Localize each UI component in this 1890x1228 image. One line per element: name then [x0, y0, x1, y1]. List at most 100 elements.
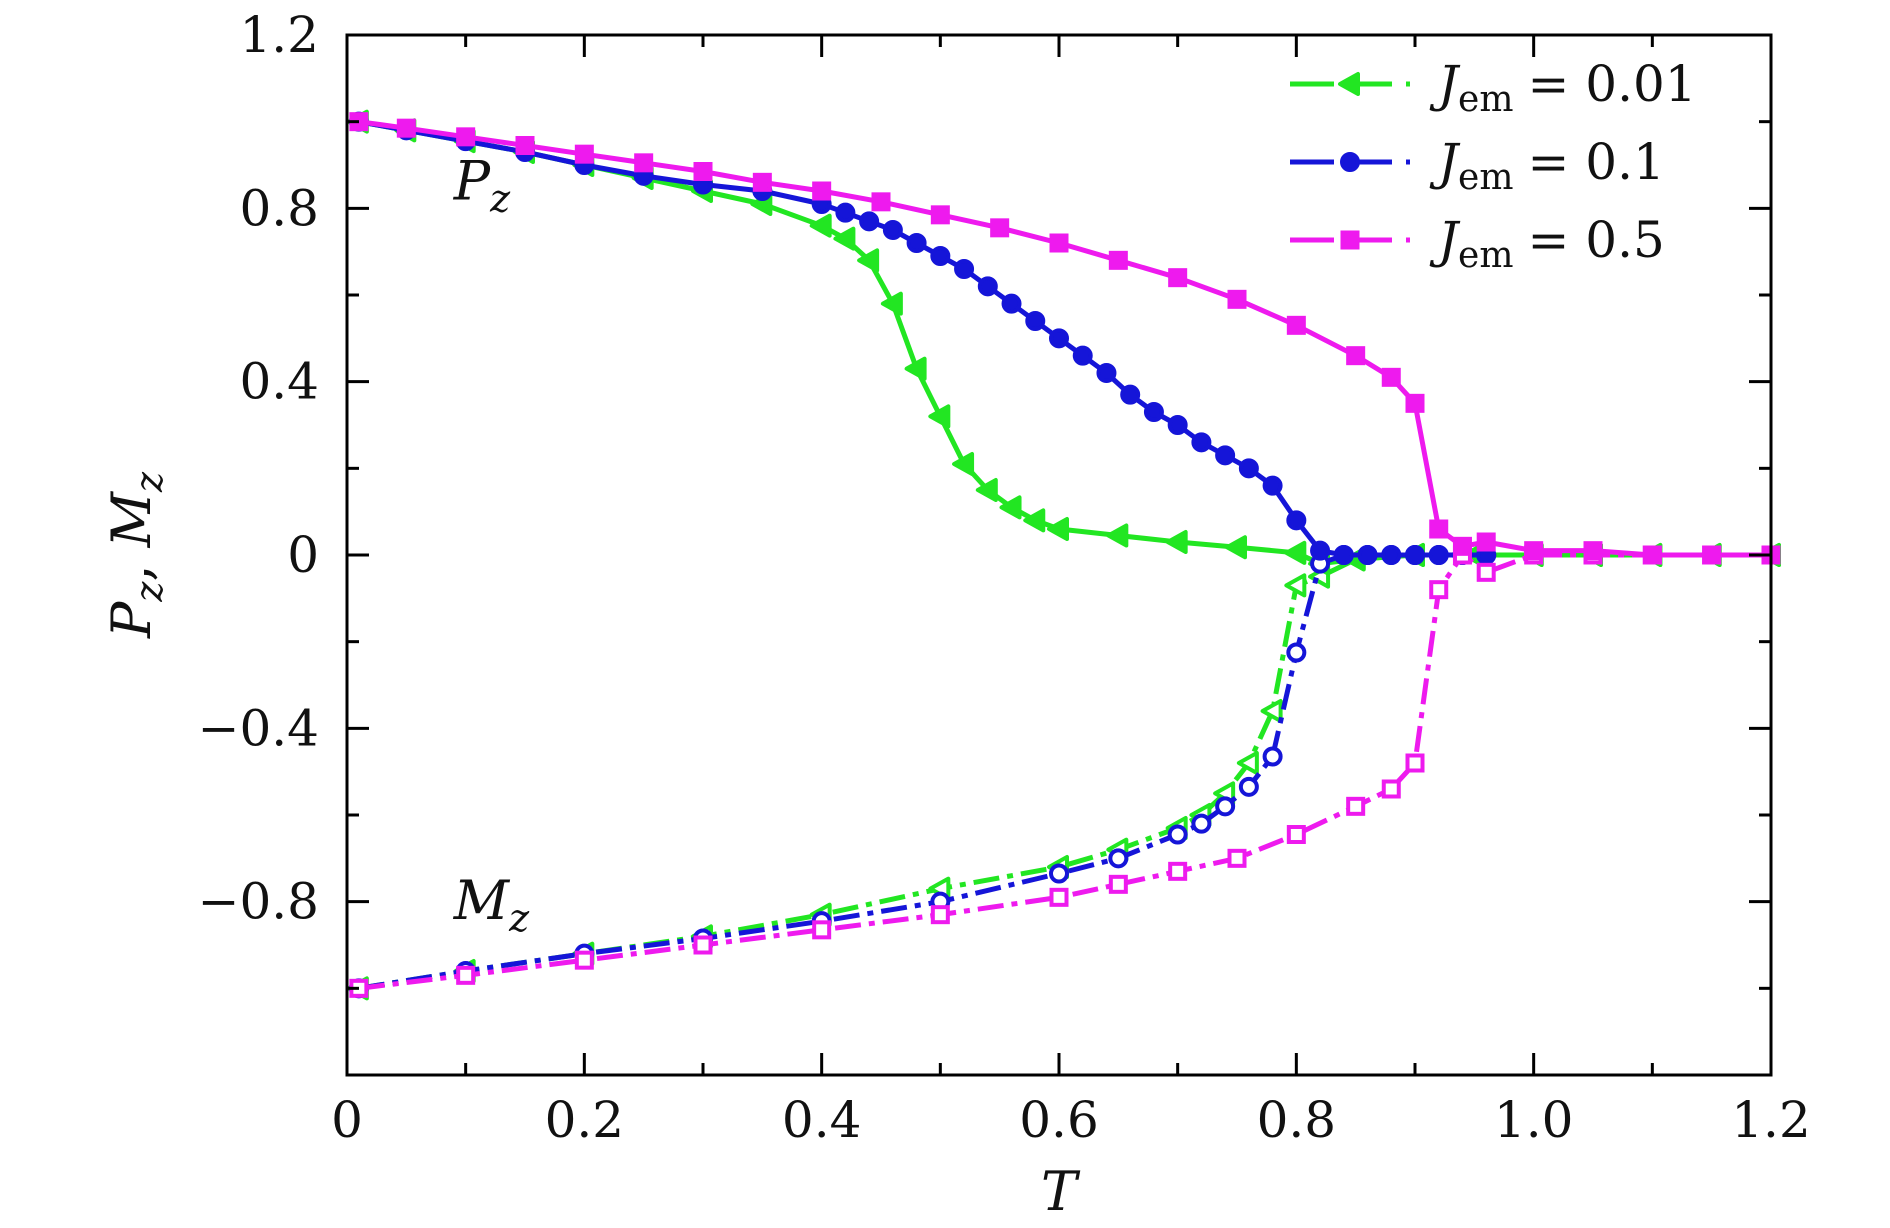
pz-point	[1001, 293, 1022, 314]
y-tick-label: −0.8	[198, 873, 319, 931]
mz-point	[1108, 848, 1129, 869]
pz-point	[930, 246, 951, 266]
mz-point	[1286, 642, 1307, 663]
mz-line	[358, 552, 1771, 991]
mz-point	[1108, 874, 1128, 894]
pz-point	[999, 495, 1022, 520]
pz-point	[1381, 545, 1402, 565]
pz-point	[1215, 445, 1236, 466]
pz-point	[1357, 545, 1378, 565]
mz-point	[1191, 813, 1212, 834]
mz-line	[358, 552, 1771, 991]
mz-point	[1215, 796, 1236, 817]
mz-point	[1405, 753, 1425, 773]
series-1	[348, 111, 1497, 999]
pz-point	[1049, 328, 1069, 349]
pz-point	[954, 259, 975, 279]
pz-point	[1023, 508, 1046, 533]
mz-point	[1476, 562, 1496, 582]
mz-point	[456, 965, 476, 985]
pz-point	[1262, 475, 1283, 496]
pz-point	[752, 172, 772, 192]
x-tick-label: 0	[331, 1091, 363, 1149]
pz-point	[812, 181, 832, 201]
pz-point	[1583, 541, 1603, 561]
axis-ticks: 0 0.2 0.4 0.6 0.8 1.0 1.2 −0.8 −0.4 0 0.4 0.8 1.2	[198, 6, 1811, 1149]
mz-point	[812, 920, 832, 940]
mz-point	[1346, 796, 1366, 816]
series-2	[349, 112, 1781, 998]
mz-line	[358, 552, 1487, 991]
pz-point	[1429, 519, 1449, 539]
mz-point	[1262, 746, 1283, 767]
legend-item: Jem = 0.1	[1290, 133, 1665, 198]
y-tick-label: 0.4	[239, 353, 319, 411]
mz-point	[1286, 825, 1306, 844]
pz-point	[1476, 532, 1496, 552]
plot-layer	[346, 109, 1781, 1001]
pz-point	[977, 276, 998, 297]
pz-point	[833, 226, 856, 251]
pz-point	[1333, 545, 1354, 565]
pz-point	[1191, 432, 1212, 453]
x-axis-label: T	[1041, 1160, 1081, 1223]
x-tick-label: 0.4	[782, 1091, 862, 1149]
legend-marker	[1340, 152, 1360, 172]
curve-annotation: Mz	[453, 869, 530, 940]
legend-marker	[1338, 72, 1360, 96]
x-tick-label: 0.8	[1257, 1091, 1337, 1149]
pz-point	[1165, 530, 1188, 554]
pz-point	[952, 452, 975, 476]
pz-point	[1405, 545, 1425, 565]
mz-point	[1168, 861, 1188, 881]
pz-line	[358, 119, 1771, 558]
pz-point	[1047, 517, 1069, 541]
pz-point	[1106, 523, 1129, 548]
pz-point	[1120, 384, 1141, 405]
legend-item: Jem = 0.01	[1290, 55, 1697, 120]
pz-point	[693, 162, 713, 181]
y-tick-label: 0	[287, 526, 319, 584]
pz-point	[396, 118, 416, 138]
pz-point	[990, 218, 1010, 238]
x-tick-label: 0.2	[545, 1091, 625, 1149]
curve-annotation: Pz	[453, 150, 511, 221]
pz-point	[515, 136, 535, 155]
pz-point	[1072, 345, 1093, 366]
pz-point	[1286, 315, 1306, 335]
x-tick-label: 0.6	[1019, 1091, 1099, 1149]
mz-point	[930, 905, 950, 925]
mz-point	[1260, 699, 1283, 723]
pz-point	[1428, 545, 1449, 565]
pz-point	[859, 211, 880, 232]
mz-point	[1284, 573, 1307, 598]
pz-point	[1452, 536, 1472, 556]
pz-point	[1524, 541, 1544, 561]
legend: Jem = 0.01 Jem = 0.1 Jem = 0.5	[1290, 55, 1697, 276]
pz-point	[1702, 545, 1722, 565]
pz-point	[871, 192, 891, 212]
y-tick-label: 1.2	[239, 6, 319, 64]
pz-point	[1381, 367, 1401, 387]
pz-point	[928, 404, 951, 429]
y-tick-label: −0.4	[198, 699, 319, 757]
pz-point	[1049, 233, 1069, 253]
pz-point	[1025, 311, 1046, 331]
x-tick-label: 1.0	[1494, 1091, 1574, 1149]
pz-point	[975, 478, 998, 502]
mz-point	[1429, 580, 1449, 600]
legend-label: Jem = 0.01	[1429, 55, 1697, 120]
legend-item: Jem = 0.5	[1290, 211, 1665, 276]
pz-point	[809, 213, 832, 238]
pz-point	[1405, 393, 1425, 413]
pz-point	[1284, 540, 1307, 565]
pz-point	[882, 220, 903, 240]
legend-marker	[1340, 230, 1360, 250]
pz-point	[574, 144, 594, 164]
mz-point	[574, 950, 594, 970]
mz-point	[1167, 824, 1188, 845]
pz-point	[906, 233, 927, 253]
mz-point	[1381, 779, 1401, 799]
pz-point	[1108, 250, 1128, 270]
